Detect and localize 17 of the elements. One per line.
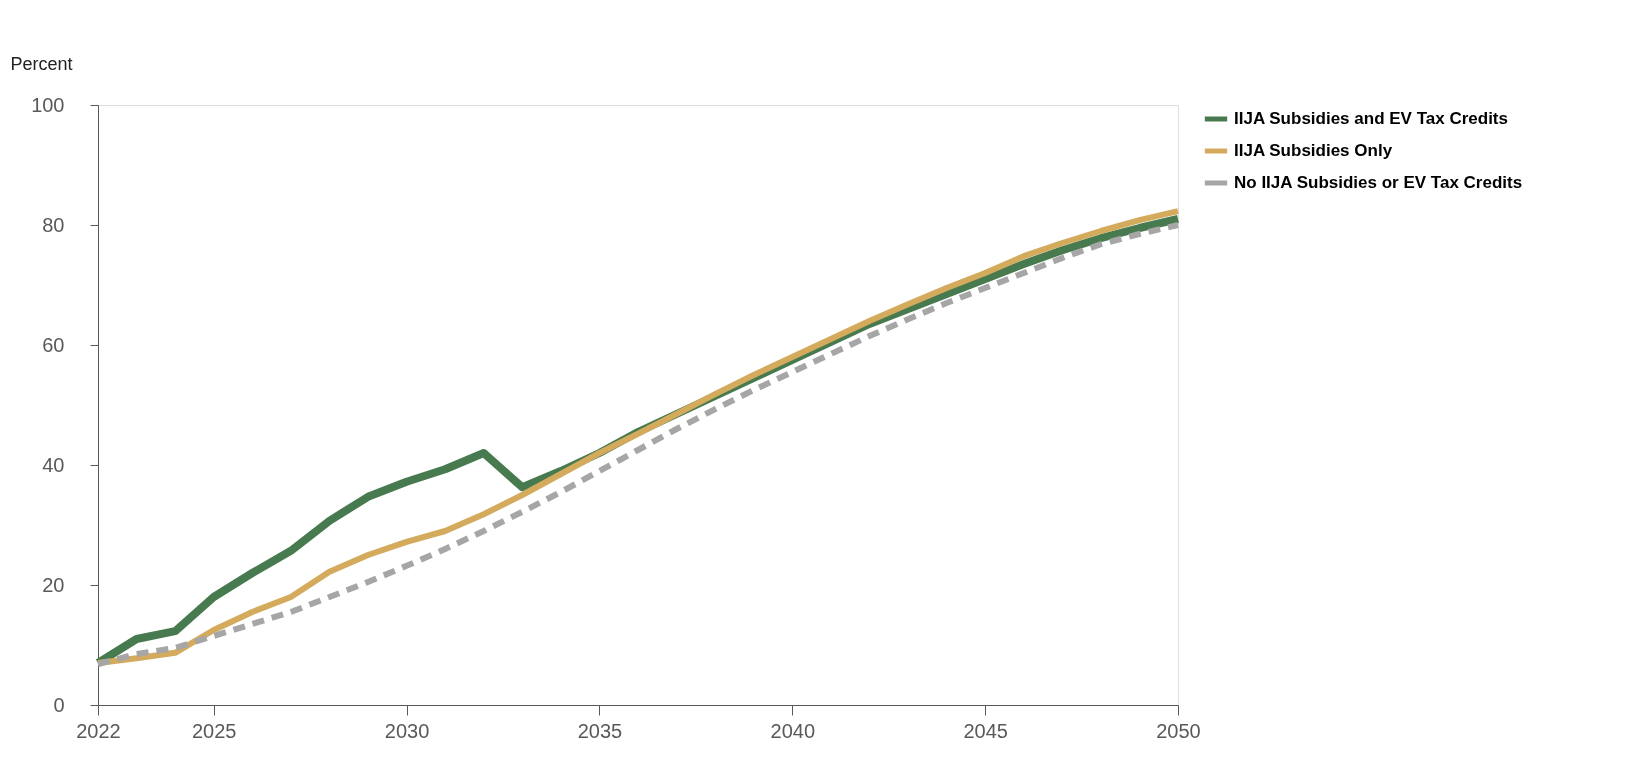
- legend-label: IIJA Subsidies and EV Tax Credits: [1234, 109, 1508, 128]
- x-tick-label: 2030: [384, 719, 430, 742]
- y-tick-label: 20: [42, 573, 65, 596]
- y-tick-label: 100: [31, 93, 65, 116]
- y-tick-label: 40: [42, 453, 65, 476]
- x-tick-label: 2050: [1156, 719, 1201, 742]
- x-tick-label: 2035: [577, 719, 623, 742]
- y-tick-label: 80: [42, 213, 65, 236]
- legend-label: No IIJA Subsidies or EV Tax Credits: [1234, 173, 1523, 192]
- x-tick-label: 2040: [770, 719, 816, 742]
- x-tick-label: 2022: [76, 719, 121, 742]
- legend-label: IIJA Subsidies Only: [1234, 141, 1393, 160]
- y-tick-label: 0: [53, 693, 65, 716]
- y-axis-title: Percent: [10, 53, 73, 74]
- y-tick-label: 60: [42, 333, 65, 356]
- x-tick-label: 2045: [963, 719, 1008, 742]
- x-tick-label: 2025: [191, 719, 237, 742]
